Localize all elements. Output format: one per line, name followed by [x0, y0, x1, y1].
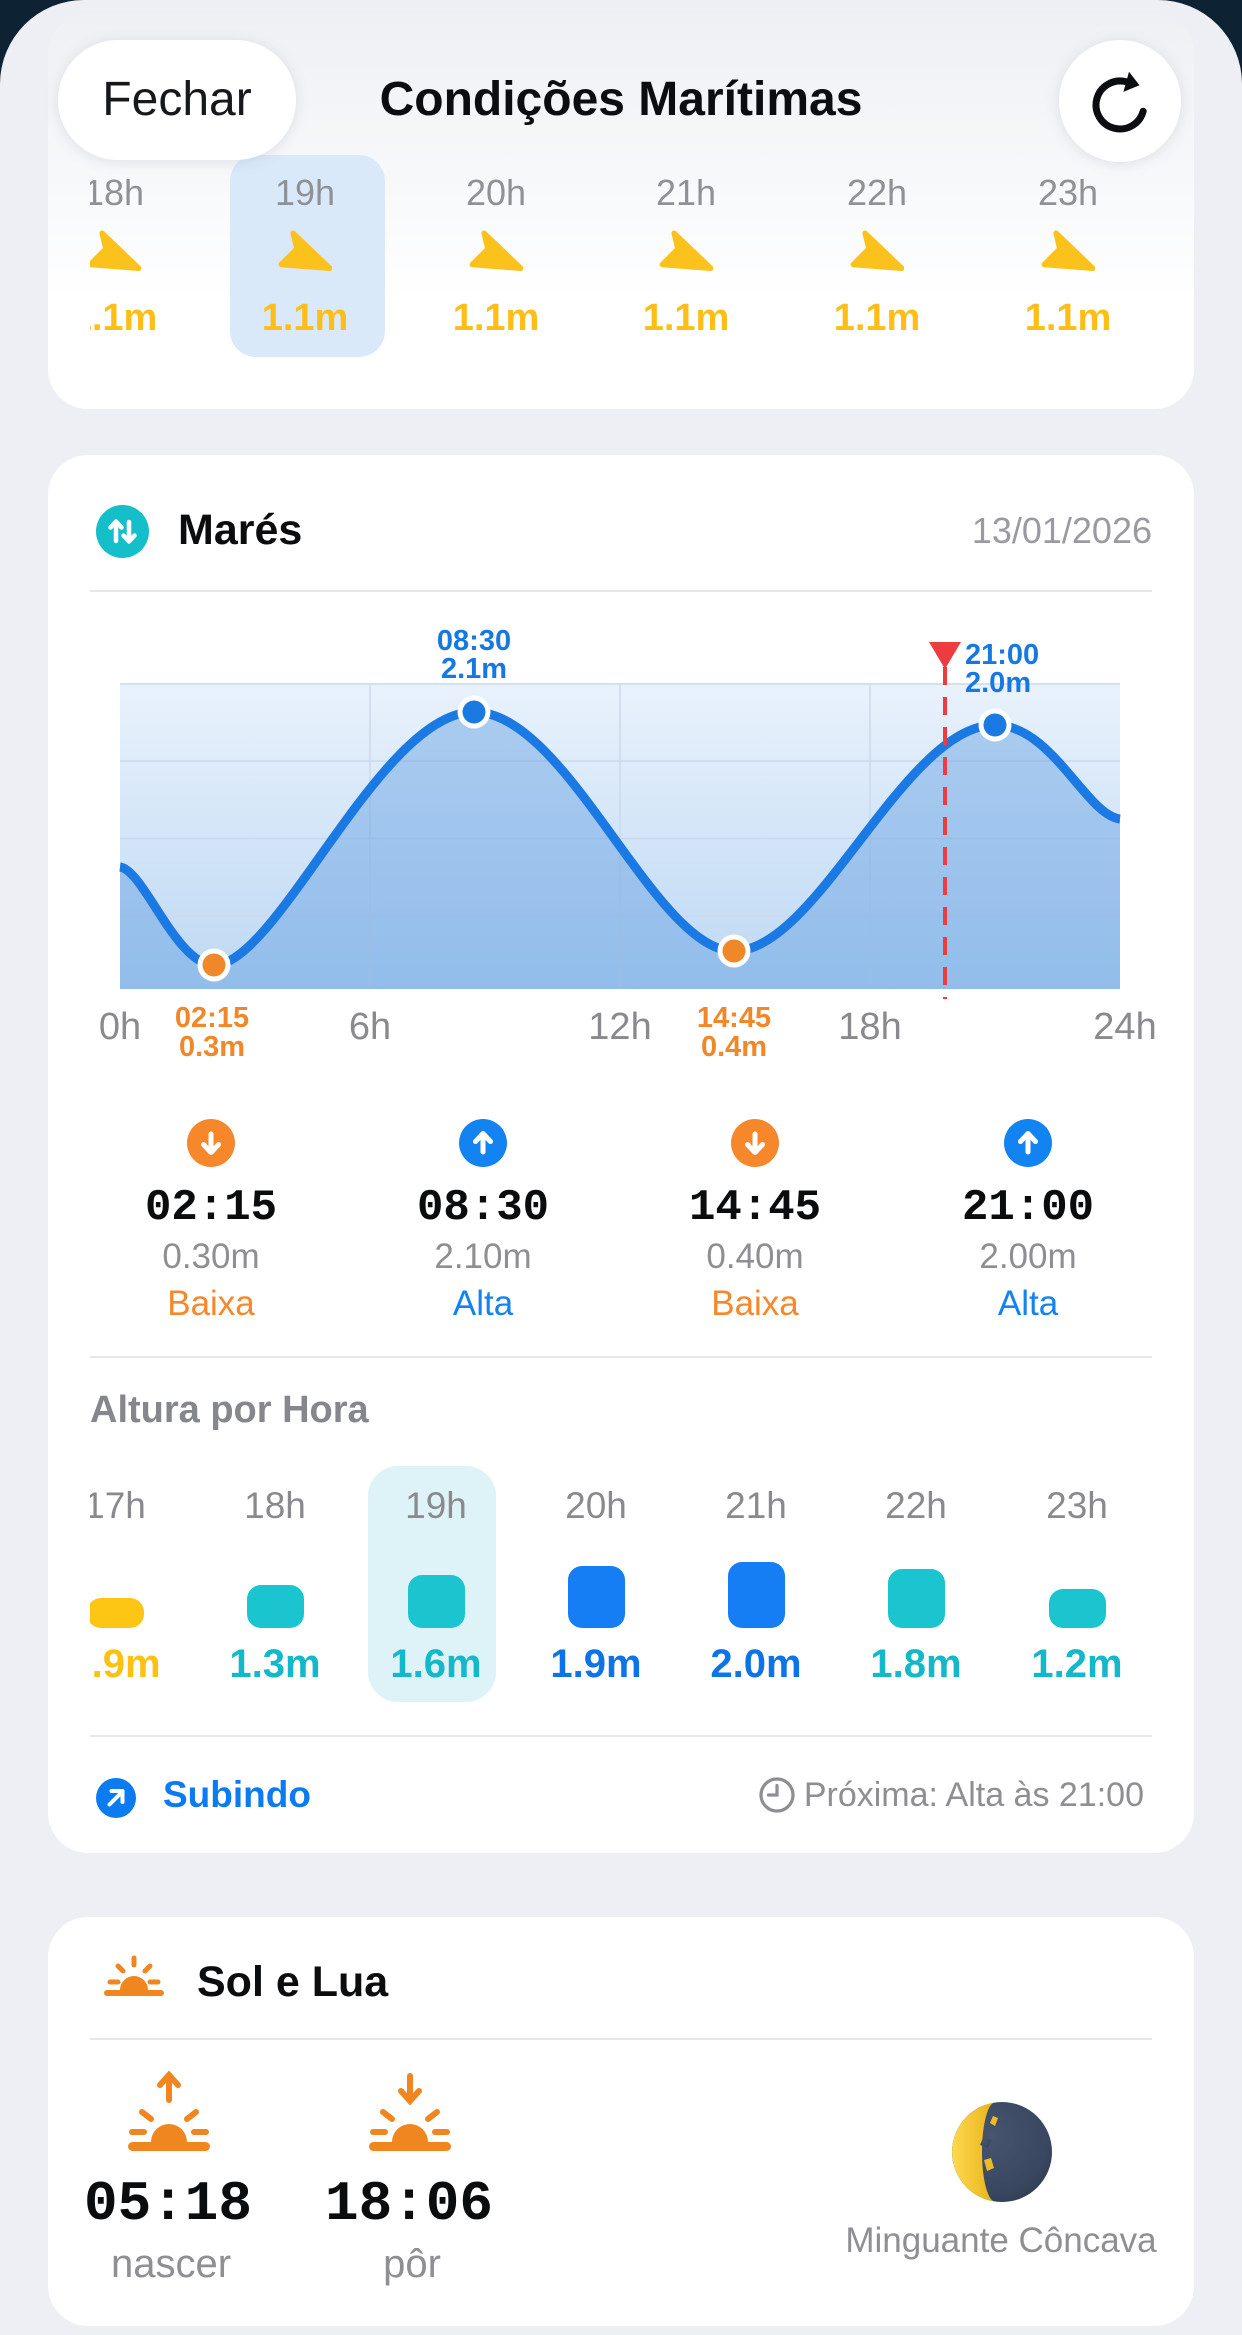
svg-text:18h: 18h: [838, 1006, 901, 1048]
svg-text:24h: 24h: [1093, 1006, 1156, 1048]
svg-text:6h: 6h: [349, 1006, 391, 1048]
svg-text:02:15: 02:15: [175, 1002, 249, 1034]
svg-text:0.3m: 0.3m: [179, 1031, 245, 1063]
svg-text:0h: 0h: [99, 1006, 141, 1048]
svg-text:08:30: 08:30: [437, 625, 511, 657]
svg-text:2.0m: 2.0m: [965, 667, 1031, 699]
svg-text:21:00: 21:00: [965, 639, 1039, 671]
svg-text:12h: 12h: [588, 1006, 651, 1048]
svg-text:0.4m: 0.4m: [701, 1031, 767, 1063]
svg-text:2.1m: 2.1m: [441, 653, 507, 685]
svg-text:14:45: 14:45: [697, 1002, 771, 1034]
